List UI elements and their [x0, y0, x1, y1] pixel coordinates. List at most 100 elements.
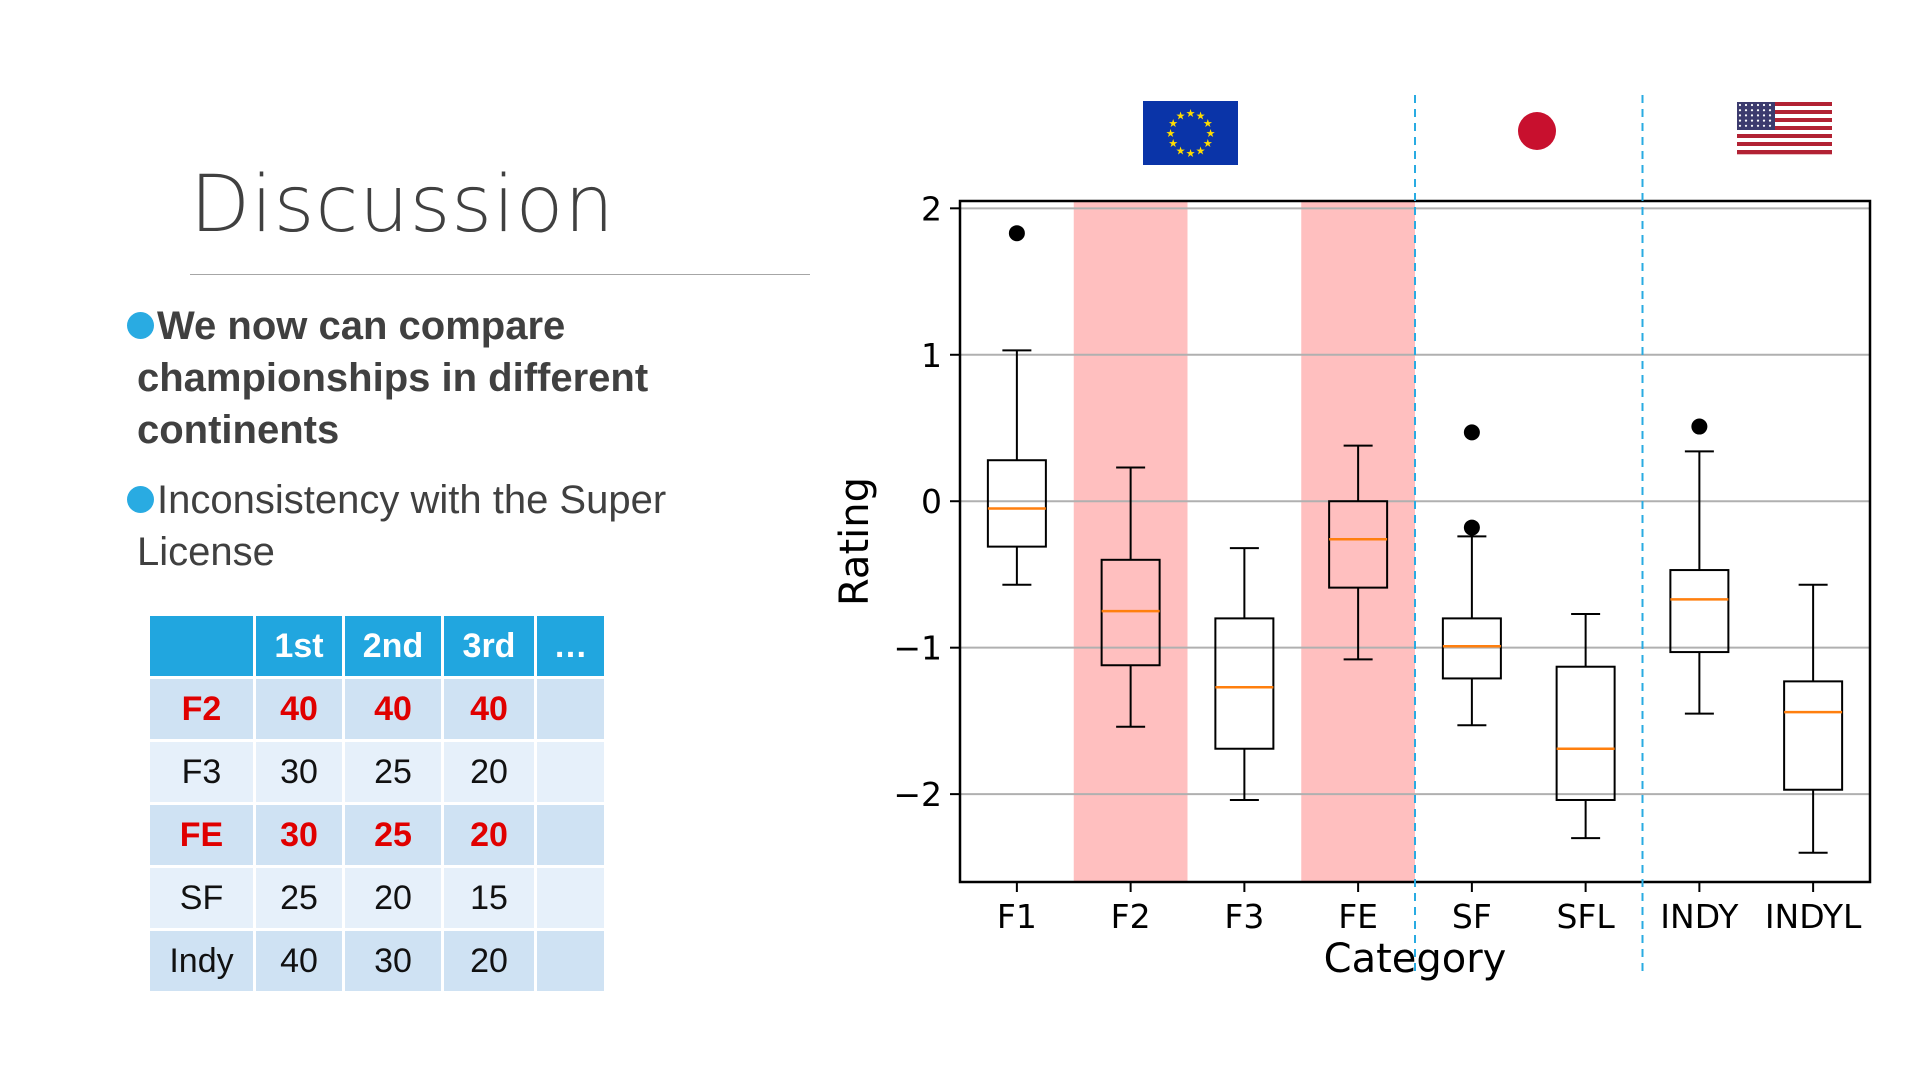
usa-star-icon [1756, 119, 1760, 122]
y-tick-label: 1 [921, 336, 942, 375]
usa-stripe [1737, 150, 1832, 155]
y-axis-label: Rating [832, 477, 878, 606]
usa-star-icon [1738, 109, 1742, 112]
usa-star-icon [1750, 103, 1754, 107]
outlier-point [1008, 225, 1025, 242]
eu-star-icon: ★ [1206, 127, 1216, 140]
iqr-box [1214, 617, 1275, 750]
x-tick-label: INDY [1660, 897, 1739, 936]
iqr-box [1100, 558, 1161, 667]
usa-star-icon [1738, 124, 1742, 127]
usa-star-icon [1750, 124, 1754, 127]
usa-canton [1737, 102, 1775, 130]
table-row: FE 30 25 20 [147, 802, 607, 868]
usa-star-icon [1756, 103, 1760, 107]
bullet-list: We now can compare championships in diff… [125, 300, 765, 596]
table-header-cell: 2nd [342, 613, 444, 679]
eu-flag-icon: ★ ★★★★★★★★★★★ [1143, 101, 1238, 165]
table-cell: 25 [253, 865, 345, 931]
usa-stripe [1737, 110, 1832, 115]
table-row-label: FE [147, 802, 256, 868]
outlier-point [1463, 424, 1480, 441]
usa-star-icon [1762, 103, 1766, 107]
eu-star-icon: ★ [1186, 107, 1196, 120]
box-f3 [1214, 547, 1275, 801]
highlight-band-fe [1301, 201, 1415, 882]
table-row-label: F2 [147, 676, 256, 742]
table-row: SF 25 20 15 [147, 865, 607, 931]
table-cell: 40 [441, 676, 537, 742]
eu-star-icon: ★ [1203, 137, 1213, 150]
eu-star-icon: ★ [1168, 117, 1178, 130]
table-cell [534, 928, 607, 994]
iqr-box [986, 459, 1047, 548]
usa-star-icon [1762, 119, 1766, 122]
usa-star-icon [1750, 114, 1754, 117]
table-cell [534, 865, 607, 931]
usa-star-icon [1744, 119, 1748, 122]
usa-star-icon [1756, 109, 1760, 112]
usa-star-icon [1768, 114, 1772, 117]
bullet-item-inconsistency: Inconsistency with the Super License [125, 474, 765, 578]
table-header-row: 1st 2nd 3rd … [147, 613, 607, 679]
bullet-text: Inconsistency with the Super License [137, 478, 667, 574]
table-cell: 20 [342, 865, 444, 931]
iqr-box [1441, 617, 1502, 680]
table-cell [534, 802, 607, 868]
eu-star-icon: ★ [1166, 127, 1176, 140]
iqr-box [1783, 680, 1844, 791]
eu-star-icon: ★ [1176, 144, 1186, 157]
table-header-cell [147, 613, 256, 679]
table-cell: 40 [342, 676, 444, 742]
points-table: 1st 2nd 3rd … F2 40 40 40 F3 30 25 20 [147, 613, 607, 994]
usa-star-icon [1738, 119, 1742, 122]
y-tick-label: 0 [921, 482, 942, 521]
y-tick-label: −1 [893, 629, 942, 668]
title-divider [190, 274, 810, 275]
usa-star-icon [1762, 109, 1766, 112]
x-tick-label: FE [1338, 897, 1378, 936]
eu-star-icon: ★ [1196, 144, 1206, 157]
iqr-box [1669, 569, 1730, 654]
table-header-cell: 3rd [441, 613, 537, 679]
table-cell: 20 [441, 739, 537, 805]
table-cell: 40 [253, 676, 345, 742]
eu-star-icon: ★ [1203, 117, 1213, 130]
outlier-point [1691, 418, 1708, 435]
table-row: Indy 40 30 20 [147, 928, 607, 994]
usa-star-icon [1744, 103, 1748, 107]
table-header-cell: 1st [253, 613, 345, 679]
usa-star-icon [1738, 114, 1742, 117]
x-tick-label: F1 [997, 897, 1037, 936]
usa-stripe [1737, 122, 1832, 127]
usa-star-icon [1744, 114, 1748, 117]
table-cell: 20 [441, 928, 537, 994]
x-axis-label: Category [1324, 936, 1507, 982]
x-tick-label: SF [1452, 897, 1492, 936]
usa-stripe [1737, 146, 1832, 151]
table-cell: 15 [441, 865, 537, 931]
usa-stripe [1737, 102, 1832, 107]
box-indyl [1783, 583, 1844, 854]
bullet-item-compare: We now can compare championships in diff… [125, 300, 765, 456]
table-row-label: SF [147, 865, 256, 931]
bullet-text: We now can compare championships in diff… [137, 304, 649, 452]
bullet-dot-icon [127, 486, 154, 513]
outlier-point [1463, 519, 1480, 536]
usa-stripe [1737, 114, 1832, 119]
usa-star-icon [1756, 124, 1760, 127]
usa-star-icon [1744, 109, 1748, 112]
usa-star-icon [1750, 119, 1754, 122]
usa-stripe [1737, 118, 1832, 123]
x-tick-label: F2 [1111, 897, 1151, 936]
usa-star-icon [1768, 103, 1772, 107]
box-f2 [1100, 466, 1161, 728]
table-header-cell: … [534, 613, 607, 679]
box-sf [1441, 424, 1502, 727]
x-tick-label: SFL [1556, 897, 1615, 936]
usa-star-icon [1762, 114, 1766, 117]
eu-star-icon: ★ [1168, 137, 1178, 150]
usa-star-icon [1744, 124, 1748, 127]
table-cell: 20 [441, 802, 537, 868]
